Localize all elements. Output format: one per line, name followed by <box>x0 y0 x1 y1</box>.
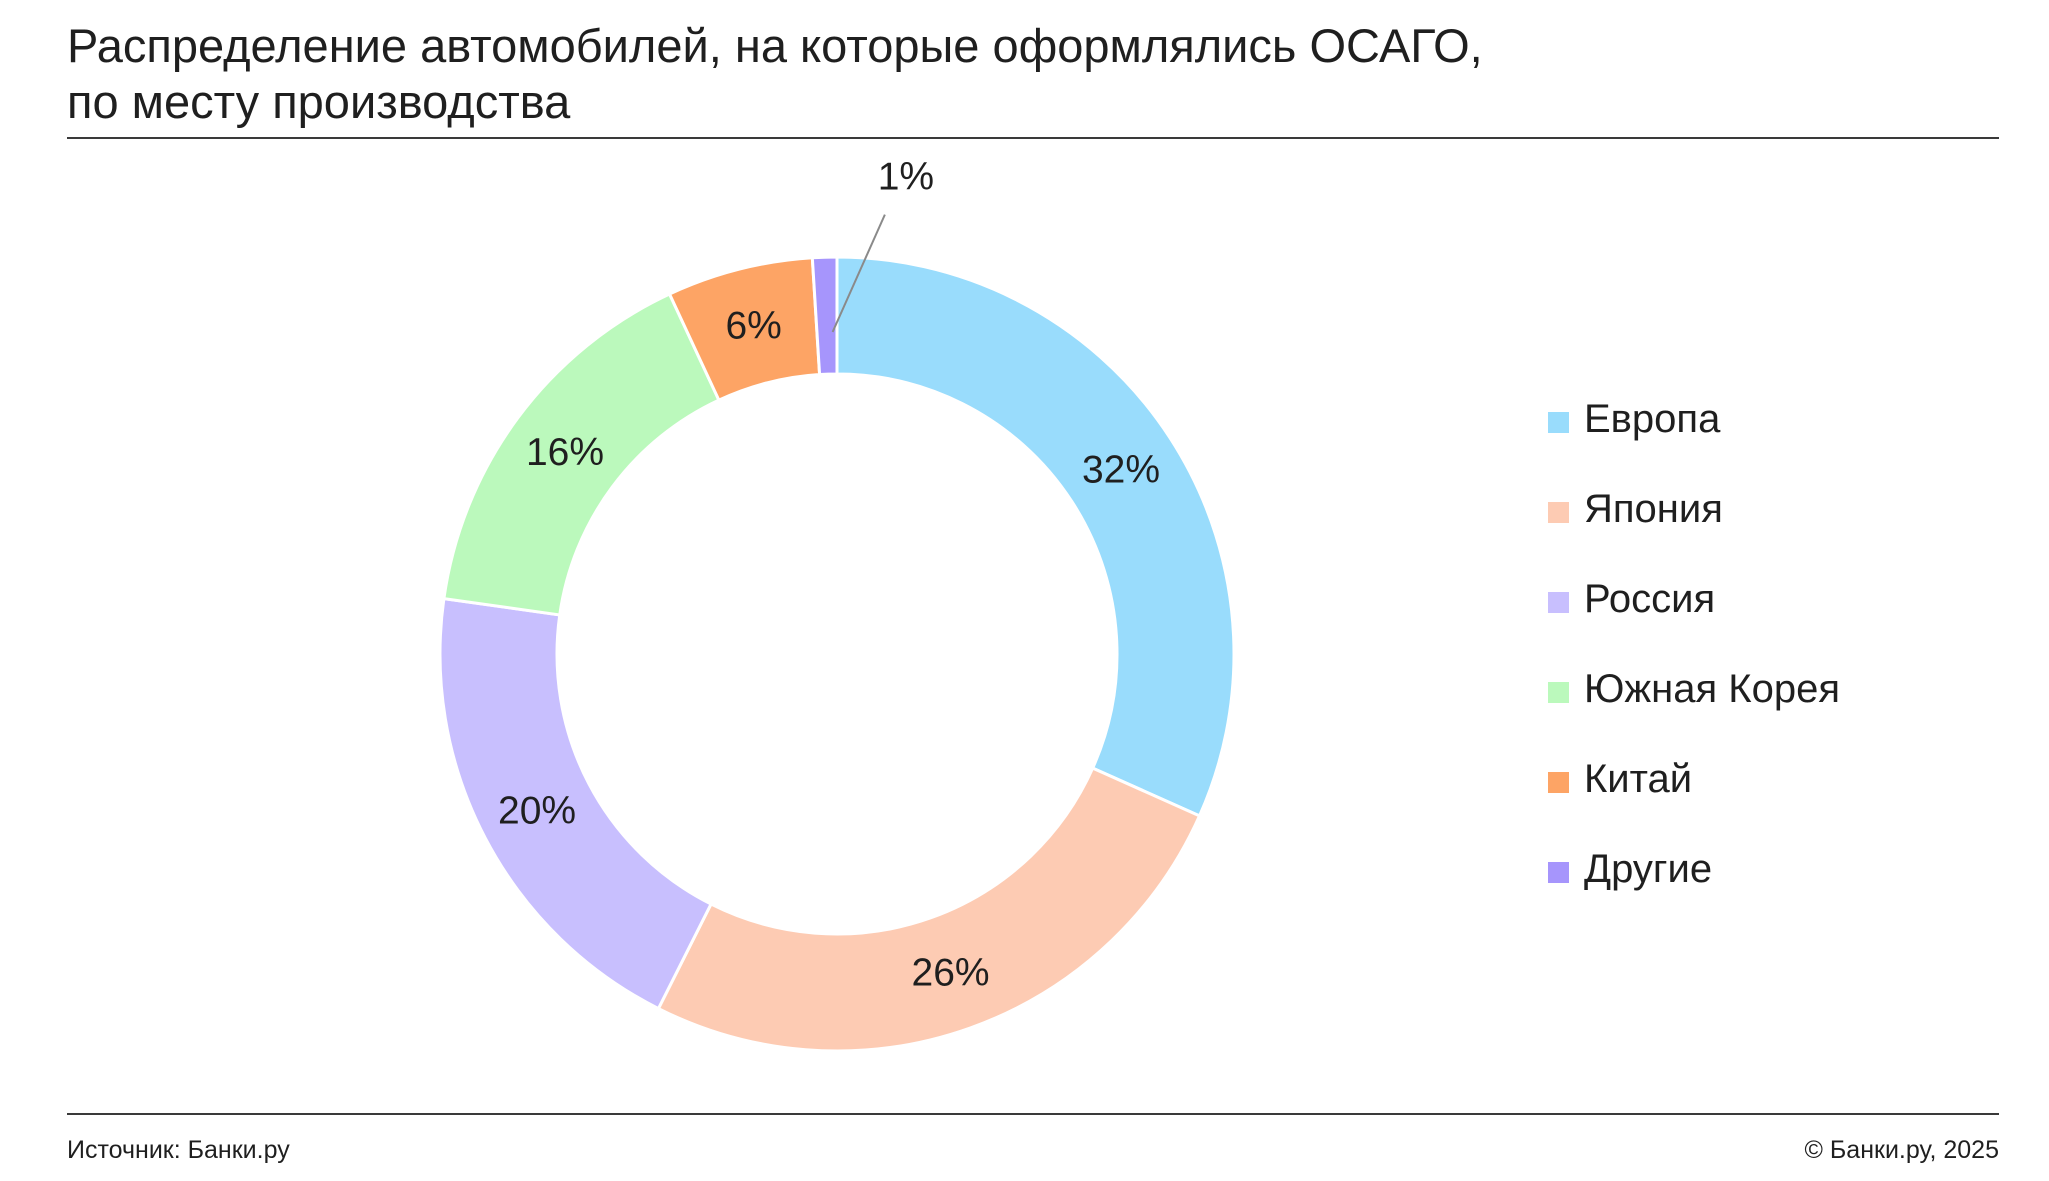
slice-3 <box>438 596 714 1011</box>
legend-label: Япония <box>1584 487 1723 531</box>
legend-label: Европа <box>1584 397 1721 441</box>
copyright-note: © Банки.ру, 2025 <box>1804 1136 1999 1164</box>
slice-label-5: 6% <box>725 304 781 347</box>
legend-swatch <box>1548 862 1569 883</box>
legend-label: Россия <box>1584 577 1716 621</box>
slice-label-1: 32% <box>1082 448 1160 491</box>
slice-label-3: 20% <box>498 789 576 832</box>
legend-swatch <box>1548 772 1569 793</box>
slice-1 <box>835 255 1236 818</box>
slice-2 <box>656 766 1202 1053</box>
source-note: Источник: Банки.ру <box>67 1136 290 1164</box>
legend-swatch <box>1548 682 1569 703</box>
slice-leader-line-6 <box>831 214 886 333</box>
footer-divider <box>67 1113 1999 1115</box>
chart-title-line-2: по месту производства <box>67 75 571 128</box>
title-divider <box>67 137 1999 139</box>
legend-label: Китай <box>1584 757 1693 801</box>
chart-title-line-1: Распределение автомобилей, на которые оф… <box>67 19 1483 72</box>
legend-swatch <box>1548 502 1569 523</box>
slice-6 <box>810 255 839 377</box>
slice-label-6: 1% <box>878 155 934 198</box>
legend-swatch <box>1548 412 1569 433</box>
legend-swatch <box>1548 592 1569 613</box>
slice-label-2: 26% <box>912 951 990 994</box>
chart-title: Распределение автомобилей, на которые оф… <box>67 18 1767 130</box>
slice-label-4: 16% <box>526 431 604 474</box>
legend-label: Другие <box>1584 847 1713 891</box>
legend-label: Южная Корея <box>1584 667 1840 711</box>
